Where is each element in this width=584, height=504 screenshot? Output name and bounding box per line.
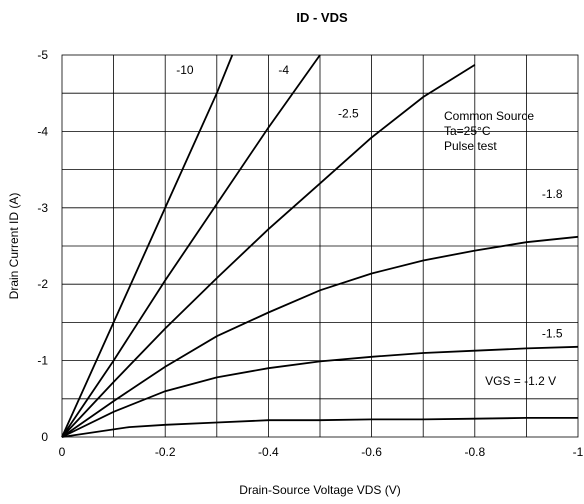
y-tick-label: 0 [41,430,48,444]
x-axis-label: Drain-Source Voltage VDS (V) [239,483,400,497]
series-label: -4 [278,63,289,77]
curves [61,54,579,438]
annotation-line: Common Source [444,109,534,123]
y-tick-label: -3 [37,201,48,215]
series-label: -10 [176,63,194,77]
series-line [61,64,476,438]
series-label: -2.5 [338,107,359,121]
series-line [61,345,579,438]
series-label: -1.8 [542,187,563,201]
x-tick-labels: 0 -0.2 -0.4 -0.6 -0.8 -1 [59,445,584,459]
x-tick-label: -0.2 [155,445,176,459]
grid [61,54,579,438]
y-tick-label: -5 [37,48,48,62]
x-tick-label: 0 [59,445,66,459]
y-tick-label: -1 [37,354,48,368]
chart-title: ID - VDS [296,10,348,25]
series-label: -1.5 [542,327,563,341]
x-tick-label: -1 [573,445,584,459]
series-line [61,235,579,438]
y-tick-labels: 0 -1 -2 -3 -4 -5 [37,48,48,444]
annotation-line: Pulse test [444,139,497,153]
curve-labels: -10 -4 -2.5 -1.8 -1.5 VGS = -1.2 V [176,63,563,388]
x-tick-label: -0.4 [258,445,279,459]
x-tick-label: -0.8 [464,445,485,459]
series-line [61,54,234,438]
y-axis-label: Drain Current ID (A) [7,193,21,300]
y-tick-label: -4 [37,124,48,138]
annotation-line: Ta=25°C [444,124,491,138]
y-tick-label: -2 [37,277,48,291]
series-line [61,417,578,438]
x-tick-label: -0.6 [361,445,382,459]
series-label: VGS = -1.2 V [485,374,556,388]
series-line [61,54,321,438]
